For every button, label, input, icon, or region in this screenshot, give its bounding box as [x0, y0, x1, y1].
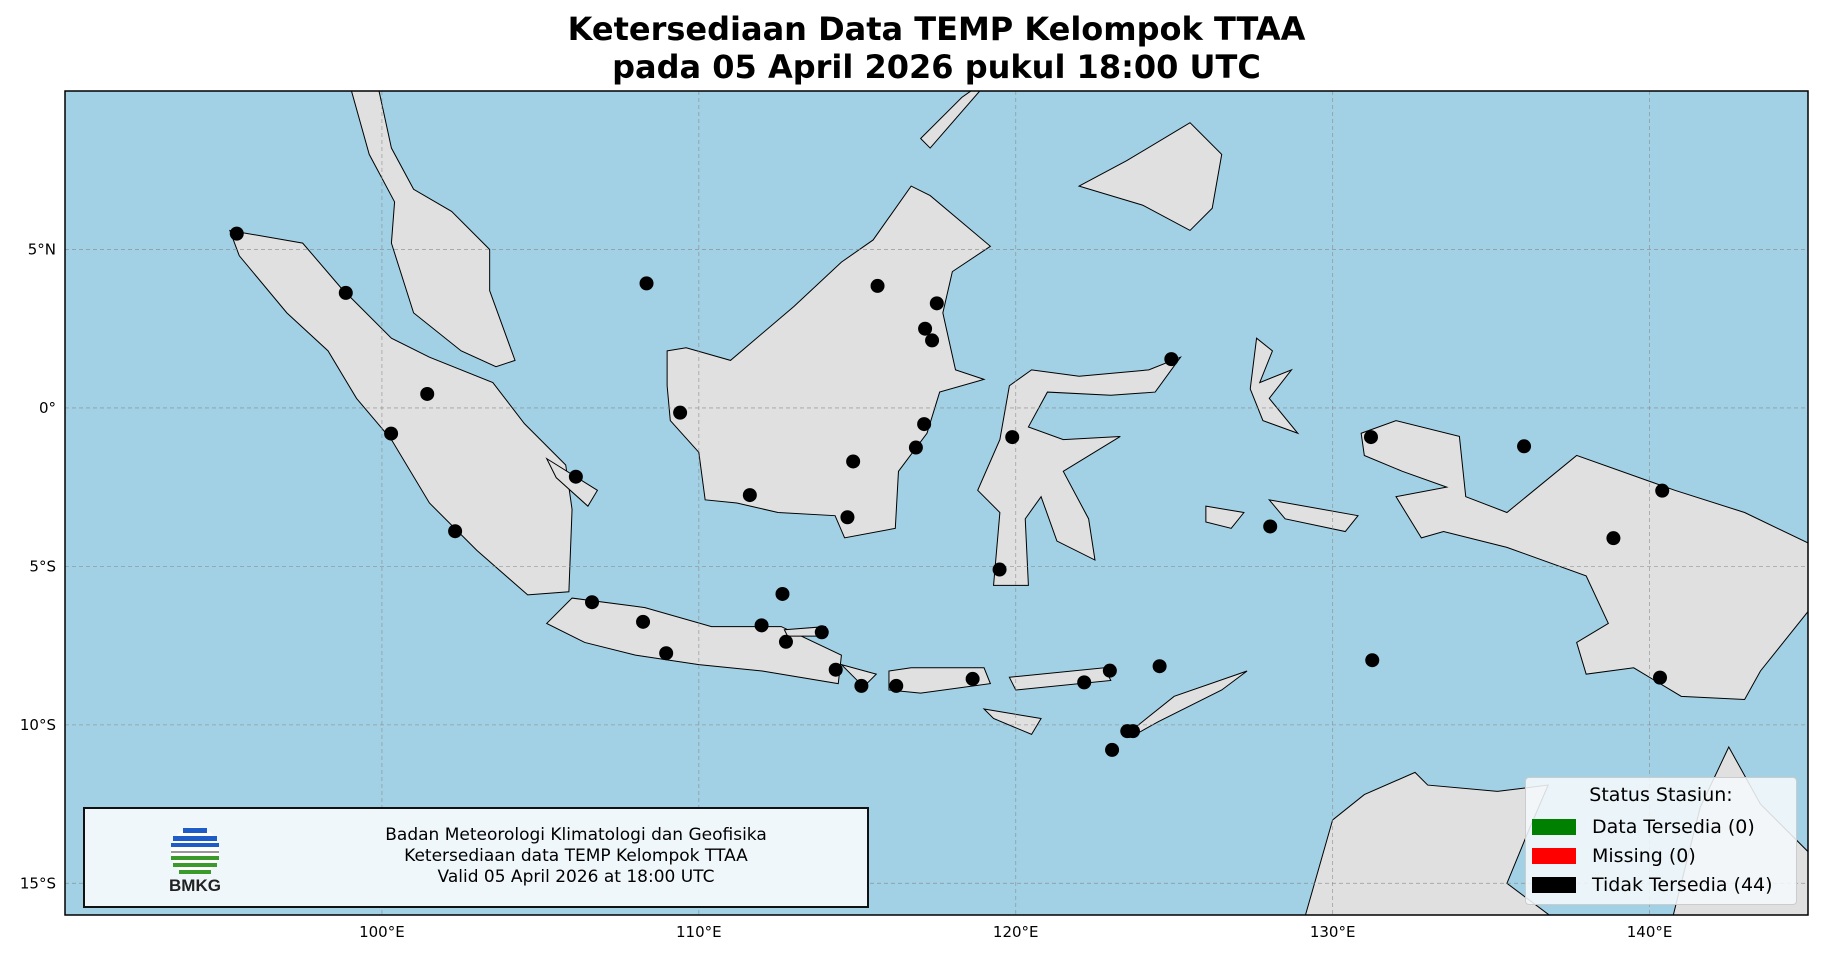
- info-box: BMKG Badan Meteorologi Klimatologi dan G…: [83, 807, 869, 908]
- station-marker: [1077, 675, 1092, 690]
- legend-label: Tidak Tersedia (44): [1592, 873, 1773, 896]
- station-marker: [814, 625, 829, 640]
- island-sumba: [982, 708, 1042, 735]
- lat-tick-label: 5°N: [28, 240, 56, 258]
- station-marker: [925, 333, 940, 348]
- lon-tick-label: 130°E: [1310, 923, 1356, 941]
- lat-tick-label: 0°: [39, 399, 56, 417]
- station-marker: [1517, 439, 1532, 454]
- station-marker: [742, 488, 757, 503]
- island-seram: [1267, 499, 1359, 533]
- station-marker: [917, 417, 932, 432]
- station-marker: [1653, 670, 1668, 685]
- station-marker: [585, 595, 600, 610]
- island-halmahera: [1249, 337, 1300, 435]
- station-marker: [840, 510, 855, 525]
- station-marker: [778, 634, 793, 649]
- lat-tick-label: 15°S: [20, 874, 56, 892]
- island-sulawesi: [977, 356, 1182, 586]
- island-sumbawa: [888, 667, 992, 694]
- station-marker: [1125, 724, 1140, 739]
- chart-title-line2: pada 05 April 2026 pukul 18:00 UTC: [612, 48, 1261, 86]
- legend-swatch-black: [1532, 876, 1576, 893]
- station-marker: [889, 678, 904, 693]
- legend: Status Stasiun: Data Tersedia (0) Missin…: [1525, 777, 1797, 905]
- map-frame: [64, 90, 1809, 916]
- station-marker: [420, 386, 435, 401]
- legend-swatch-green: [1532, 818, 1576, 835]
- info-line1: Badan Meteorologi Klimatologi dan Geofis…: [385, 825, 767, 845]
- station-marker: [1164, 352, 1179, 367]
- info-line2: Ketersediaan data TEMP Kelompok TTAA: [404, 846, 748, 866]
- lon-tick-label: 100°E: [359, 923, 405, 941]
- station-marker: [659, 646, 674, 661]
- legend-item-missing: Missing (0): [1526, 841, 1796, 870]
- station-marker: [673, 405, 688, 420]
- logo-text: BMKG: [169, 876, 221, 895]
- station-marker: [828, 662, 843, 677]
- station-marker: [854, 678, 869, 693]
- station-marker: [965, 671, 980, 686]
- station-marker: [929, 296, 944, 311]
- station-marker: [1005, 430, 1020, 445]
- legend-swatch-red: [1532, 847, 1576, 864]
- legend-label: Missing (0): [1592, 844, 1696, 867]
- chart-title-line1: Ketersediaan Data TEMP Kelompok TTAA: [567, 10, 1306, 48]
- lat-tick-label: 5°S: [29, 557, 56, 575]
- station-marker: [568, 469, 583, 484]
- legend-item-tidak-tersedia: Tidak Tersedia (44): [1526, 870, 1796, 899]
- station-marker: [636, 614, 651, 629]
- island-palawan: [919, 91, 981, 149]
- station-marker: [384, 426, 399, 441]
- station-marker: [1263, 519, 1278, 534]
- lon-tick-label: 110°E: [676, 923, 722, 941]
- station-marker: [846, 454, 861, 469]
- station-marker: [1363, 430, 1378, 445]
- island-mindanao: [1077, 122, 1223, 232]
- station-marker: [1655, 483, 1670, 498]
- station-marker: [1102, 663, 1117, 678]
- station-marker: [1365, 653, 1380, 668]
- axis-ticks: 100°E 110°E 120°E 130°E 140°E 5°N 0° 5°S 10°S 15°…: [20, 240, 1672, 941]
- island-bali: [839, 663, 878, 688]
- station-marker: [639, 276, 654, 291]
- lon-tick-label: 140°E: [1627, 923, 1673, 941]
- station-marker: [338, 285, 353, 300]
- station-marker: [754, 618, 769, 633]
- station-marker: [1606, 531, 1621, 546]
- lon-tick-label: 120°E: [993, 923, 1039, 941]
- station-marker: [918, 321, 933, 336]
- station-marker: [1105, 742, 1120, 757]
- info-line3: Valid 05 April 2026 at 18:00 UTC: [437, 867, 715, 887]
- legend-item-data-tersedia: Data Tersedia (0): [1526, 812, 1796, 841]
- island-malaya: [350, 91, 516, 368]
- station-marker: [448, 524, 463, 539]
- station-marker: [229, 226, 244, 241]
- island-sumatra: [229, 229, 573, 596]
- lat-tick-label: 10°S: [20, 716, 56, 734]
- station-marker: [908, 440, 923, 455]
- station-marker: [870, 278, 885, 293]
- station-marker: [1152, 659, 1167, 674]
- bmkg-logo: BMKG: [165, 825, 225, 895]
- landmasses: [229, 91, 1808, 915]
- station-marker: [992, 562, 1007, 577]
- legend-label: Data Tersedia (0): [1592, 815, 1755, 838]
- legend-title: Status Stasiun:: [1589, 784, 1733, 806]
- station-marker: [775, 586, 790, 601]
- stations: [229, 226, 1670, 757]
- island-buru: [1205, 505, 1245, 529]
- island-flores: [1008, 667, 1112, 691]
